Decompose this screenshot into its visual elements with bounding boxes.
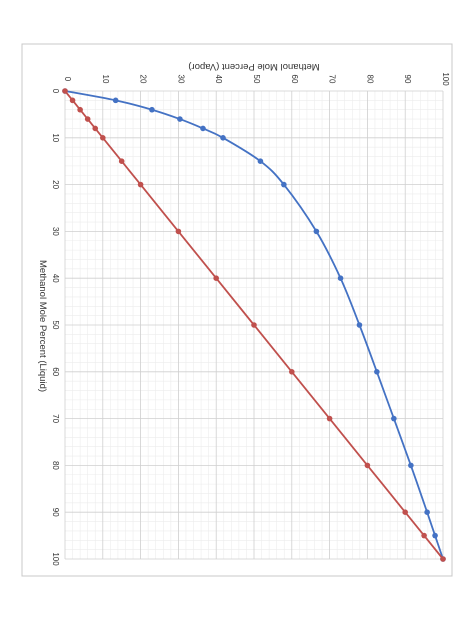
series-1-point [432, 532, 438, 539]
vapor-tick-label: 20 [139, 75, 148, 84]
liquid-axis-title: Methanol Mole Percent (Liquid) [37, 260, 48, 392]
series-2-point [62, 88, 68, 94]
series-2-point [118, 158, 125, 164]
series-2-point [175, 228, 182, 235]
series-1-point [200, 125, 206, 132]
liquid-tick-label: 20 [51, 180, 60, 189]
series-2-point [421, 532, 427, 539]
series-1-point [257, 158, 264, 164]
vapor-tick-label: 90 [403, 75, 412, 84]
series-2-point [213, 275, 219, 282]
series-1-point [337, 275, 344, 282]
series-2-point [326, 415, 333, 422]
liquid-axis-ticks: 0 10 20 30 40 50 60 70 80 90 100 [51, 89, 60, 566]
major-grid [64, 90, 444, 560]
series-1-point [408, 462, 414, 469]
series-2-point [92, 125, 99, 132]
liquid-tick-label: 10 [51, 133, 60, 142]
series-1-point [281, 181, 287, 188]
series-2-point [77, 106, 83, 113]
liquid-tick-label: 80 [51, 461, 60, 470]
vapor-tick-label: 50 [252, 75, 261, 84]
vapor-tick-label: 40 [214, 75, 223, 84]
liquid-tick-label: 40 [51, 274, 60, 283]
liquid-tick-label: 50 [51, 321, 60, 330]
series-1-point [313, 228, 320, 235]
liquid-tick-label: 0 [51, 89, 60, 94]
series-1-point [177, 116, 183, 122]
vapor-tick-label: 0 [63, 77, 72, 82]
series-2-point [402, 509, 409, 515]
series-layer [62, 88, 446, 562]
liquid-tick-label: 100 [51, 552, 60, 566]
vapor-tick-label: 10 [101, 75, 110, 84]
series-2-point [364, 462, 371, 469]
series-1-point [220, 135, 226, 141]
series-2-point [100, 135, 106, 141]
series-1-point [149, 106, 155, 113]
liquid-tick-label: 30 [51, 227, 60, 236]
chart-border [21, 43, 453, 577]
vapor-tick-label: 100 [441, 72, 450, 86]
vapor-tick-label: 80 [365, 75, 374, 84]
vapor-tick-label: 70 [328, 75, 337, 84]
series-1-point [424, 509, 430, 515]
series-2-point [137, 181, 144, 188]
series-1-point [356, 322, 363, 328]
series-1-point [112, 97, 119, 104]
liquid-tick-label: 90 [51, 508, 60, 517]
series-1-point [374, 369, 380, 375]
liquid-tick-label: 60 [51, 367, 60, 376]
series-1-point [391, 415, 397, 422]
series-2-point [289, 369, 295, 375]
series-2-point [251, 322, 257, 328]
vapor-axis-title: Methanol Mole Percent (Vapor) [188, 61, 319, 72]
vapor-axis-ticks: 0 10 20 30 40 50 60 70 80 90 100 [63, 72, 450, 86]
series-2-point [69, 97, 76, 104]
vapor-tick-label: 60 [290, 75, 299, 84]
series-2-point [440, 556, 446, 562]
liquid-tick-label: 70 [51, 414, 60, 423]
vapor-tick-label: 30 [176, 75, 185, 84]
series-2-point [84, 116, 91, 122]
